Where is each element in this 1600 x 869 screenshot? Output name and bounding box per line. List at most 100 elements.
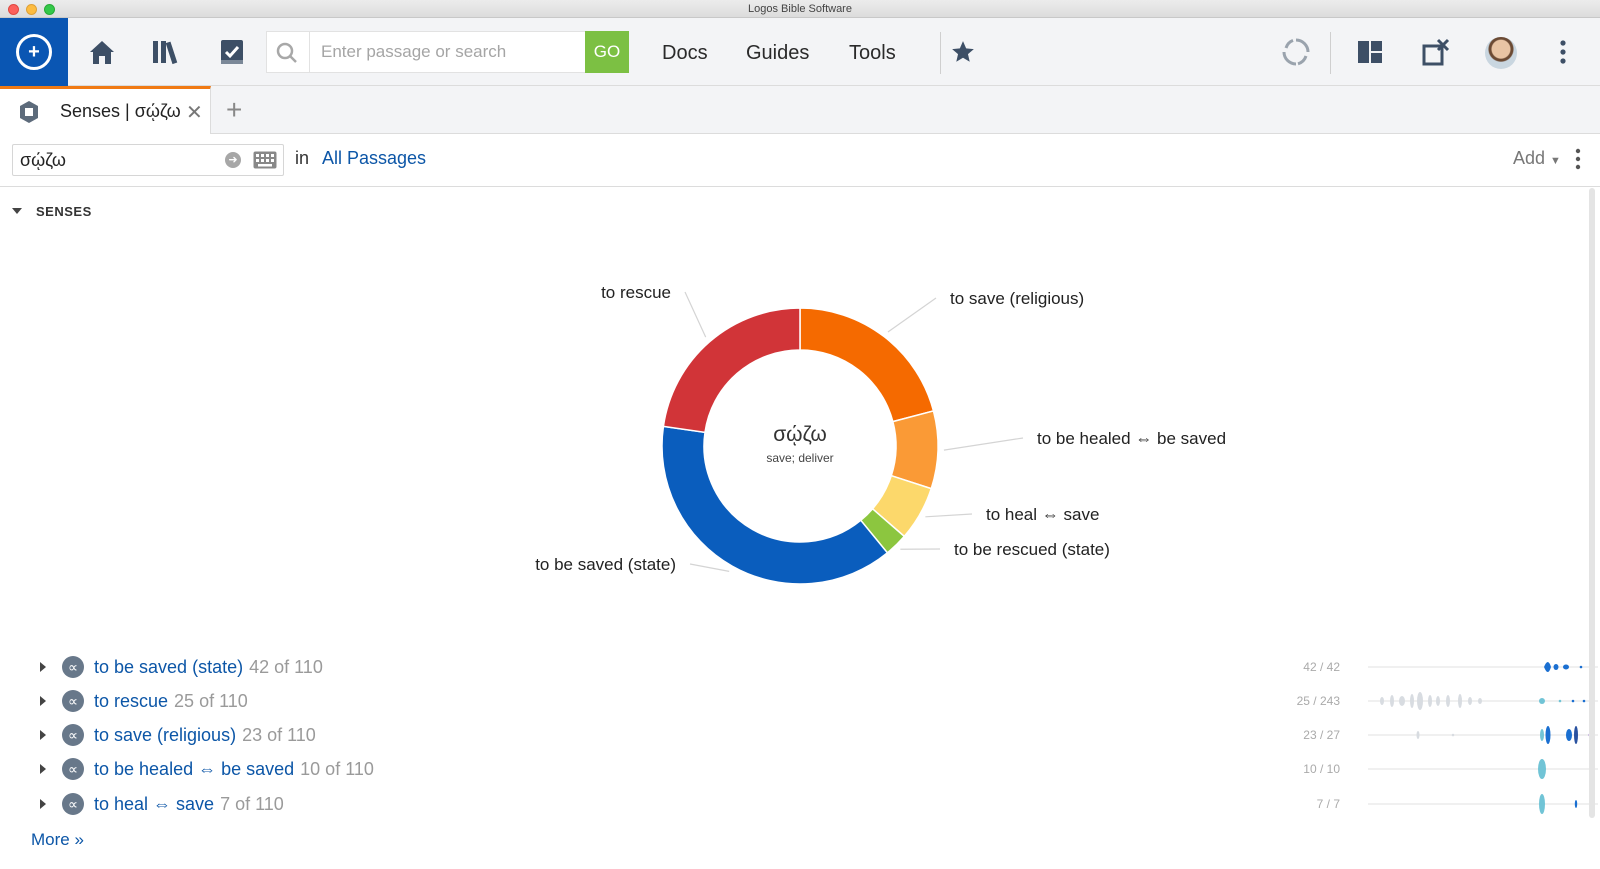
sense-row[interactable]: ∝ to be saved (state) 42 of 110 42 / 42 xyxy=(40,654,1598,684)
sync-icon[interactable] xyxy=(1280,36,1312,68)
sense-label: to rescue xyxy=(94,691,169,711)
panel-menu-icon[interactable] xyxy=(1575,146,1581,172)
main-toolbar: + GO Docs Guides Tools xyxy=(0,18,1600,86)
sense-count: 25 of 110 xyxy=(174,691,248,711)
sense-icon: ∝ xyxy=(62,690,84,712)
sense-link[interactable]: to be healed ⇔ be saved 10 of 110 xyxy=(94,759,374,780)
toolbar-divider-right xyxy=(1330,32,1331,74)
senses-section-header[interactable]: SENSES xyxy=(12,204,92,219)
donut-slice[interactable] xyxy=(799,307,935,423)
slice-label: to be healed ⇔ be saved xyxy=(1037,429,1226,448)
passage-search-box[interactable] xyxy=(266,31,629,73)
sense-distribution-sparkline xyxy=(1368,759,1598,779)
senses-donut-chart: to save (religious) to be healed ⇔ be sav… xyxy=(535,283,1226,585)
logos-search-button[interactable]: + xyxy=(0,18,68,86)
tools-menu[interactable]: Tools xyxy=(849,42,896,64)
donut-slice[interactable] xyxy=(661,425,889,585)
library-icon[interactable] xyxy=(150,36,182,68)
slice-leader-line xyxy=(689,563,730,572)
expand-triangle-icon[interactable] xyxy=(40,799,46,809)
close-tab-icon[interactable]: ✕ xyxy=(186,102,203,124)
sense-count: 10 of 110 xyxy=(300,759,374,779)
sense-ratio: 10 / 10 xyxy=(1303,762,1340,776)
add-tab-icon[interactable]: + xyxy=(226,94,243,125)
lemma-value: σῴζω xyxy=(20,150,66,170)
expand-triangle-icon[interactable] xyxy=(40,764,46,774)
sense-link[interactable]: to rescue 25 of 110 xyxy=(94,691,248,712)
sense-row[interactable]: ∝ to save (religious) 23 of 110 23 / 27 xyxy=(40,722,1598,752)
sense-count: 7 of 110 xyxy=(220,794,284,814)
add-label: Add xyxy=(1513,148,1546,168)
add-dropdown-button[interactable]: Add ▼ xyxy=(1513,148,1561,169)
sense-label: to heal ⇔ save xyxy=(94,794,215,814)
sense-ratio: 7 / 7 xyxy=(1316,797,1340,811)
guides-menu[interactable]: Guides xyxy=(746,42,810,64)
sense-count: 23 of 110 xyxy=(242,725,316,745)
slice-leader-line xyxy=(943,437,1024,451)
sense-link[interactable]: to heal ⇔ save 7 of 110 xyxy=(94,794,284,815)
sense-label: to save (religious) xyxy=(94,725,237,745)
sense-label: to be saved (state) xyxy=(94,657,244,677)
window-title: Logos Bible Software xyxy=(748,3,852,15)
sense-row[interactable]: ∝ to be healed ⇔ be saved 10 of 110 10 / … xyxy=(40,756,1598,786)
collapse-triangle-icon xyxy=(12,208,22,214)
sense-icon: ∝ xyxy=(62,656,84,678)
sense-count: 42 of 110 xyxy=(249,657,323,677)
search-icon xyxy=(276,42,297,63)
window-titlebar: Logos Bible Software xyxy=(0,0,1600,18)
donut-slice[interactable] xyxy=(662,307,801,434)
sense-label: to be healed ⇔ be saved xyxy=(94,759,295,779)
slice-leader-line xyxy=(925,513,973,518)
section-heading: SENSES xyxy=(36,204,92,219)
sense-icon: ∝ xyxy=(62,793,84,815)
slice-label: to save (religious) xyxy=(950,289,1084,308)
sense-icon: ∝ xyxy=(62,724,84,746)
slice-label: to rescue xyxy=(601,283,671,302)
minimize-window-button[interactable] xyxy=(26,4,37,15)
reading-plan-icon[interactable] xyxy=(216,36,248,68)
vertical-scrollbar[interactable] xyxy=(1589,188,1595,818)
slice-leader-line xyxy=(684,291,707,338)
docs-menu[interactable]: Docs xyxy=(662,42,708,64)
passage-search-input[interactable] xyxy=(321,40,571,64)
sense-link[interactable]: to save (religious) 23 of 110 xyxy=(94,725,316,746)
sense-row[interactable]: ∝ to rescue 25 of 110 25 / 243 xyxy=(40,688,1598,718)
slice-label: to be rescued (state) xyxy=(954,540,1110,559)
more-menu-icon[interactable] xyxy=(1557,36,1569,68)
zoom-window-button[interactable] xyxy=(44,4,55,15)
scope-selector[interactable]: All Passages xyxy=(322,148,427,168)
search-divider xyxy=(309,32,310,72)
tab-senses[interactable]: Senses | σῴζω ✕ xyxy=(0,86,211,134)
sense-row[interactable]: ∝ to heal ⇔ save 7 of 110 7 / 7 xyxy=(40,791,1598,821)
slice-label: to be saved (state) xyxy=(535,555,676,574)
home-icon[interactable] xyxy=(86,36,118,68)
in-label: in xyxy=(295,148,310,168)
go-arrow-icon[interactable]: ➜ xyxy=(225,152,241,168)
close-all-panels-icon[interactable] xyxy=(1420,36,1452,68)
tab-strip: Senses | σῴζω ✕ + xyxy=(0,86,1600,134)
layouts-icon[interactable] xyxy=(1354,36,1386,68)
chevron-down-icon: ▼ xyxy=(1550,155,1561,167)
sense-distribution-sparkline xyxy=(1368,726,1598,744)
expand-triangle-icon[interactable] xyxy=(40,696,46,706)
sense-distribution-sparkline xyxy=(1368,794,1598,814)
close-window-button[interactable] xyxy=(8,4,19,15)
go-button[interactable]: GO xyxy=(585,31,629,73)
user-avatar[interactable] xyxy=(1485,37,1517,69)
slice-leader-line xyxy=(887,297,937,333)
keyboard-icon[interactable] xyxy=(253,151,277,169)
sense-ratio: 42 / 42 xyxy=(1303,660,1340,674)
donut-slice[interactable] xyxy=(890,410,939,490)
logos-search-icon: + xyxy=(16,34,52,70)
senses-search-row: σῴζω ➜ in All Passages Add ▼ xyxy=(0,134,1600,187)
senses-panel: SENSES to save (religious) to be healed ⇔… xyxy=(0,188,1598,869)
sense-link[interactable]: to be saved (state) 42 of 110 xyxy=(94,657,323,678)
more-senses-link[interactable]: More » xyxy=(31,830,84,849)
favorites-star-icon[interactable] xyxy=(950,39,976,65)
sense-icon: ∝ xyxy=(62,758,84,780)
lemma-input[interactable]: σῴζω ➜ xyxy=(12,144,284,176)
expand-triangle-icon[interactable] xyxy=(40,730,46,740)
tool-tab-icon xyxy=(20,101,38,123)
expand-triangle-icon[interactable] xyxy=(40,662,46,672)
sense-distribution-sparkline xyxy=(1368,662,1598,672)
